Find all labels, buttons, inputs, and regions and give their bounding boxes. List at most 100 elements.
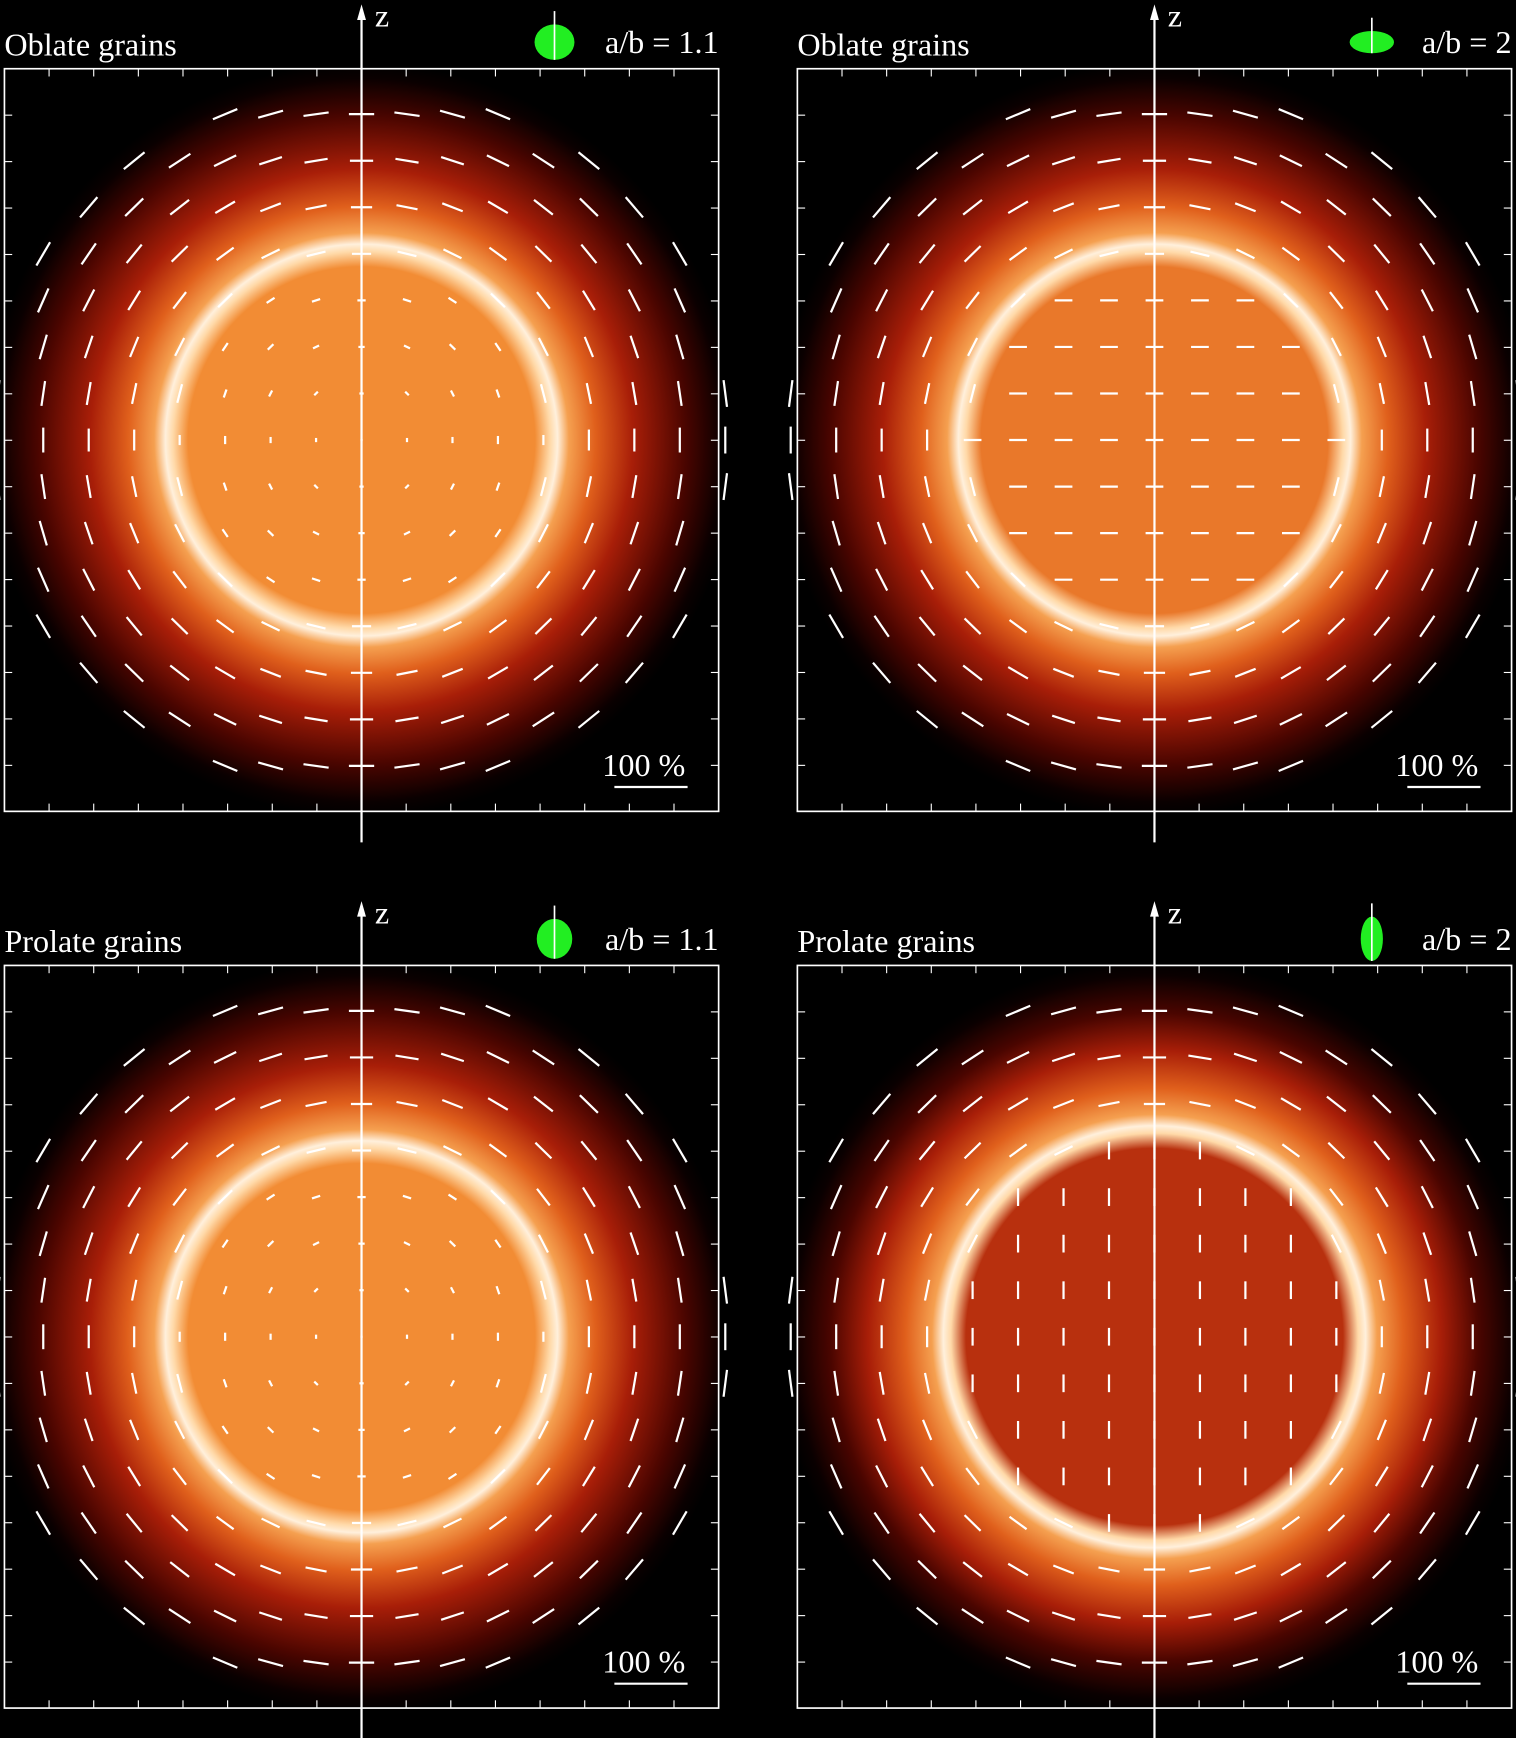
polarization-vector (261, 248, 281, 260)
z-arrow (357, 4, 366, 20)
panel-title: Prolate grains (797, 923, 975, 959)
polarization-vector (1232, 761, 1259, 771)
polarization-vector (83, 1232, 94, 1256)
polarization-vector (876, 335, 887, 359)
polarization-vector (212, 1004, 238, 1018)
polarization-vector (222, 389, 228, 398)
polarization-vector (172, 570, 187, 589)
polarization-vector (917, 1094, 937, 1114)
polarization-vector (1098, 669, 1120, 676)
polarization-vector (1376, 522, 1387, 544)
polarization-vector (1424, 1278, 1431, 1302)
polarization-vector (488, 246, 508, 261)
polarization-vector (1378, 1372, 1386, 1394)
polarization-vector (581, 290, 596, 311)
polarization-vector (215, 1515, 235, 1531)
polarization-vector (537, 1234, 549, 1254)
polarization-vector (127, 569, 142, 590)
polarization-vector (1052, 1564, 1075, 1575)
polarization-vector (831, 334, 841, 360)
scale-label: 100 % (1395, 1644, 1478, 1680)
polarization-vector (494, 342, 502, 352)
polarization-vector (1005, 1656, 1031, 1669)
polarization-vector (1051, 714, 1076, 725)
scale-label: 100 % (602, 747, 685, 783)
polarization-vector (85, 475, 92, 499)
polarization-vector (626, 1139, 643, 1162)
polarization-vector (268, 1286, 274, 1294)
polarization-vector (872, 196, 892, 219)
polarization-vector (1329, 570, 1344, 589)
polarization-vector (1096, 1008, 1122, 1014)
polarization-vector (1099, 622, 1119, 630)
polarization-vector (80, 1139, 97, 1162)
polarization-vector (222, 1285, 228, 1295)
polarization-vector (1329, 1467, 1344, 1486)
polarization-vector (396, 1100, 418, 1108)
polarization-vector (923, 382, 931, 405)
polarization-vector (441, 202, 464, 213)
polarization-vector (624, 661, 644, 684)
polarization-vector (672, 1510, 688, 1536)
polarization-vector (534, 1514, 553, 1532)
polarization-vector (1374, 1186, 1389, 1208)
polarization-vector (1235, 620, 1255, 632)
polarization-vector (579, 663, 599, 683)
ratio-label: a/b = 2 (1422, 24, 1512, 60)
ratio-label: a/b = 2 (1422, 921, 1512, 957)
polarization-vector (1464, 241, 1481, 267)
panel-title: Oblate grains (797, 26, 969, 62)
polarization-vector (962, 1561, 983, 1578)
polarization-vector (961, 1049, 984, 1066)
polarization-vector (258, 1052, 283, 1063)
polarization-vector (170, 245, 189, 263)
polarization-vector (876, 1418, 887, 1442)
polarization-vector (313, 484, 319, 490)
polarization-vector (1006, 1051, 1030, 1064)
polarization-vector (1373, 243, 1391, 264)
polarization-vector (1189, 1100, 1211, 1108)
polarization-vector (38, 520, 48, 546)
polarization-vector (257, 1006, 284, 1016)
polarization-vector (675, 334, 685, 360)
polarization-vector (258, 1611, 283, 1621)
polarization-vector (1370, 1606, 1393, 1626)
polarization-vector (129, 522, 140, 544)
polarization-vector (921, 1233, 933, 1255)
polarization-vector (1234, 667, 1257, 678)
polarization-vector (627, 568, 641, 592)
polarization-vector (306, 250, 326, 258)
polarization-vector (79, 1558, 99, 1581)
polarization-vector (1233, 1052, 1258, 1063)
polarization-vector (397, 250, 417, 258)
polarization-vector (404, 484, 410, 490)
polarization-vector (963, 617, 982, 635)
polarization-vector (537, 523, 549, 543)
polarization-vector (221, 1425, 229, 1435)
polarization-vector (259, 1098, 282, 1110)
polarization-vector (828, 613, 844, 639)
polarization-vector (267, 343, 275, 351)
polarization-vector (961, 1608, 984, 1624)
polarization-vector (268, 483, 274, 491)
polarization-vector (579, 197, 599, 217)
polarization-vector (442, 1517, 462, 1529)
polarization-vector (486, 1609, 510, 1623)
polarization-vector (1098, 204, 1120, 211)
polarization-vector (440, 1611, 465, 1621)
polarization-vector (1420, 1185, 1434, 1209)
polarization-vector (494, 1239, 502, 1249)
polarization-vector (626, 615, 643, 638)
polarization-vector (1279, 154, 1303, 168)
polarization-vector (1052, 1098, 1075, 1110)
polarization-vector (403, 1427, 411, 1433)
polarization-vector (967, 523, 979, 543)
polarization-vector (1005, 108, 1031, 121)
polarization-vector (581, 569, 596, 590)
polarization-vector (918, 1140, 936, 1161)
polarization-vector (921, 336, 933, 358)
polarization-vector (311, 1194, 321, 1200)
polarization-vector (1233, 714, 1258, 725)
polarization-vector (961, 711, 984, 728)
polarization-vector (673, 1463, 687, 1489)
